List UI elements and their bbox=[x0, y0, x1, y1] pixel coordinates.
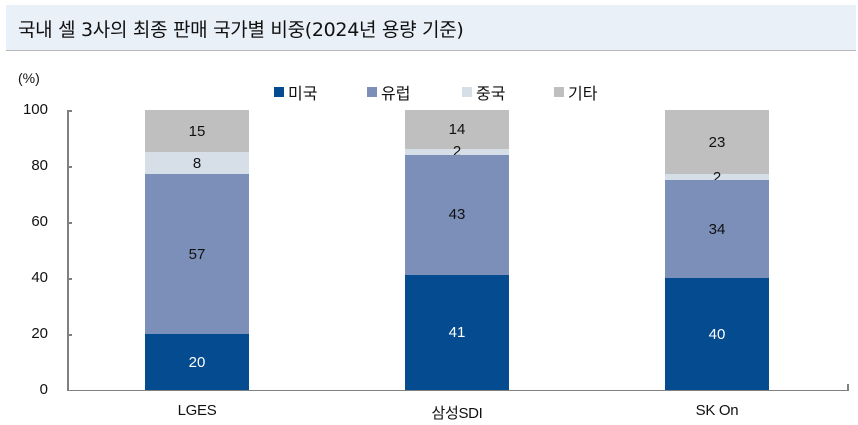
bar-segment-us: 41 bbox=[405, 275, 509, 390]
data-label: 40 bbox=[708, 325, 726, 343]
bar-segment-other: 23 bbox=[665, 110, 769, 175]
legend-label-us: 미국 bbox=[288, 84, 318, 103]
legend-swatch-cn-icon bbox=[462, 87, 472, 97]
bar-segment-eu: 34 bbox=[665, 180, 769, 278]
data-label: 41 bbox=[448, 324, 466, 342]
legend-swatch-us-icon bbox=[274, 87, 284, 97]
legend-item-other: 기타 bbox=[554, 80, 597, 104]
data-label: 57 bbox=[188, 245, 206, 263]
y-tick-label-40: 40 bbox=[31, 269, 48, 286]
data-label: 2 bbox=[712, 168, 722, 186]
bar-segment-eu: 43 bbox=[405, 154, 509, 276]
y-tick-label-60: 60 bbox=[31, 213, 48, 230]
bar-segment-cn: 2 bbox=[405, 143, 509, 160]
data-label: 2 bbox=[452, 143, 462, 161]
bar-segment-other: 15 bbox=[145, 110, 249, 152]
y-tick-20 bbox=[67, 334, 72, 336]
y-axis-unit-label: (%) bbox=[18, 70, 40, 86]
bar-samsung-sdi: 14 2 43 41 bbox=[405, 110, 509, 390]
legend-swatch-other-icon bbox=[554, 87, 564, 97]
bar-segment-us: 40 bbox=[665, 278, 769, 390]
x-label-sk-on: SK On bbox=[695, 402, 739, 419]
x-label-samsung-sdi: 삼성SDI bbox=[431, 405, 483, 422]
y-tick-100 bbox=[67, 110, 72, 112]
bar-segment-cn: 8 bbox=[145, 152, 249, 175]
y-tick-60 bbox=[67, 222, 72, 224]
x-axis-line bbox=[67, 389, 849, 391]
bar-sk-on: 23 2 34 40 bbox=[665, 110, 769, 390]
y-tick-label-100: 100 bbox=[22, 101, 48, 118]
x-axis-end-tick bbox=[847, 384, 849, 390]
legend-label-eu: 유럽 bbox=[381, 84, 411, 103]
data-label: 15 bbox=[188, 122, 206, 140]
x-label-lges: LGES bbox=[177, 402, 217, 419]
y-tick-label-20: 20 bbox=[31, 325, 48, 342]
data-label: 34 bbox=[708, 220, 726, 238]
legend-item-cn: 중국 bbox=[462, 80, 505, 104]
bar-lges: 15 8 57 20 bbox=[145, 110, 249, 390]
bar-segment-us: 20 bbox=[145, 334, 249, 390]
bar-segment-cn: 2 bbox=[665, 169, 769, 186]
y-tick-80 bbox=[67, 166, 72, 168]
legend-label-cn: 중국 bbox=[476, 84, 506, 103]
legend-item-eu: 유럽 bbox=[367, 80, 410, 104]
y-axis-line bbox=[67, 110, 69, 391]
data-label: 8 bbox=[192, 154, 202, 172]
chart-title: 국내 셀 3사의 최종 판매 국가별 비중(2024년 용량 기준) bbox=[18, 19, 464, 41]
y-tick-40 bbox=[67, 278, 72, 280]
legend-swatch-eu-icon bbox=[367, 87, 377, 97]
data-label: 14 bbox=[448, 121, 466, 139]
data-label: 20 bbox=[188, 353, 206, 371]
y-tick-label-80: 80 bbox=[31, 157, 48, 174]
chart-title-bar: 국내 셀 3사의 최종 판매 국가별 비중(2024년 용량 기준) bbox=[6, 5, 856, 51]
bar-segment-other: 14 bbox=[405, 110, 509, 150]
bar-segment-eu: 57 bbox=[145, 174, 249, 334]
legend-label-other: 기타 bbox=[568, 84, 598, 103]
data-label: 43 bbox=[448, 206, 466, 224]
data-label: 23 bbox=[708, 133, 726, 151]
legend-item-us: 미국 bbox=[274, 80, 317, 104]
y-tick-label-0: 0 bbox=[39, 381, 48, 398]
